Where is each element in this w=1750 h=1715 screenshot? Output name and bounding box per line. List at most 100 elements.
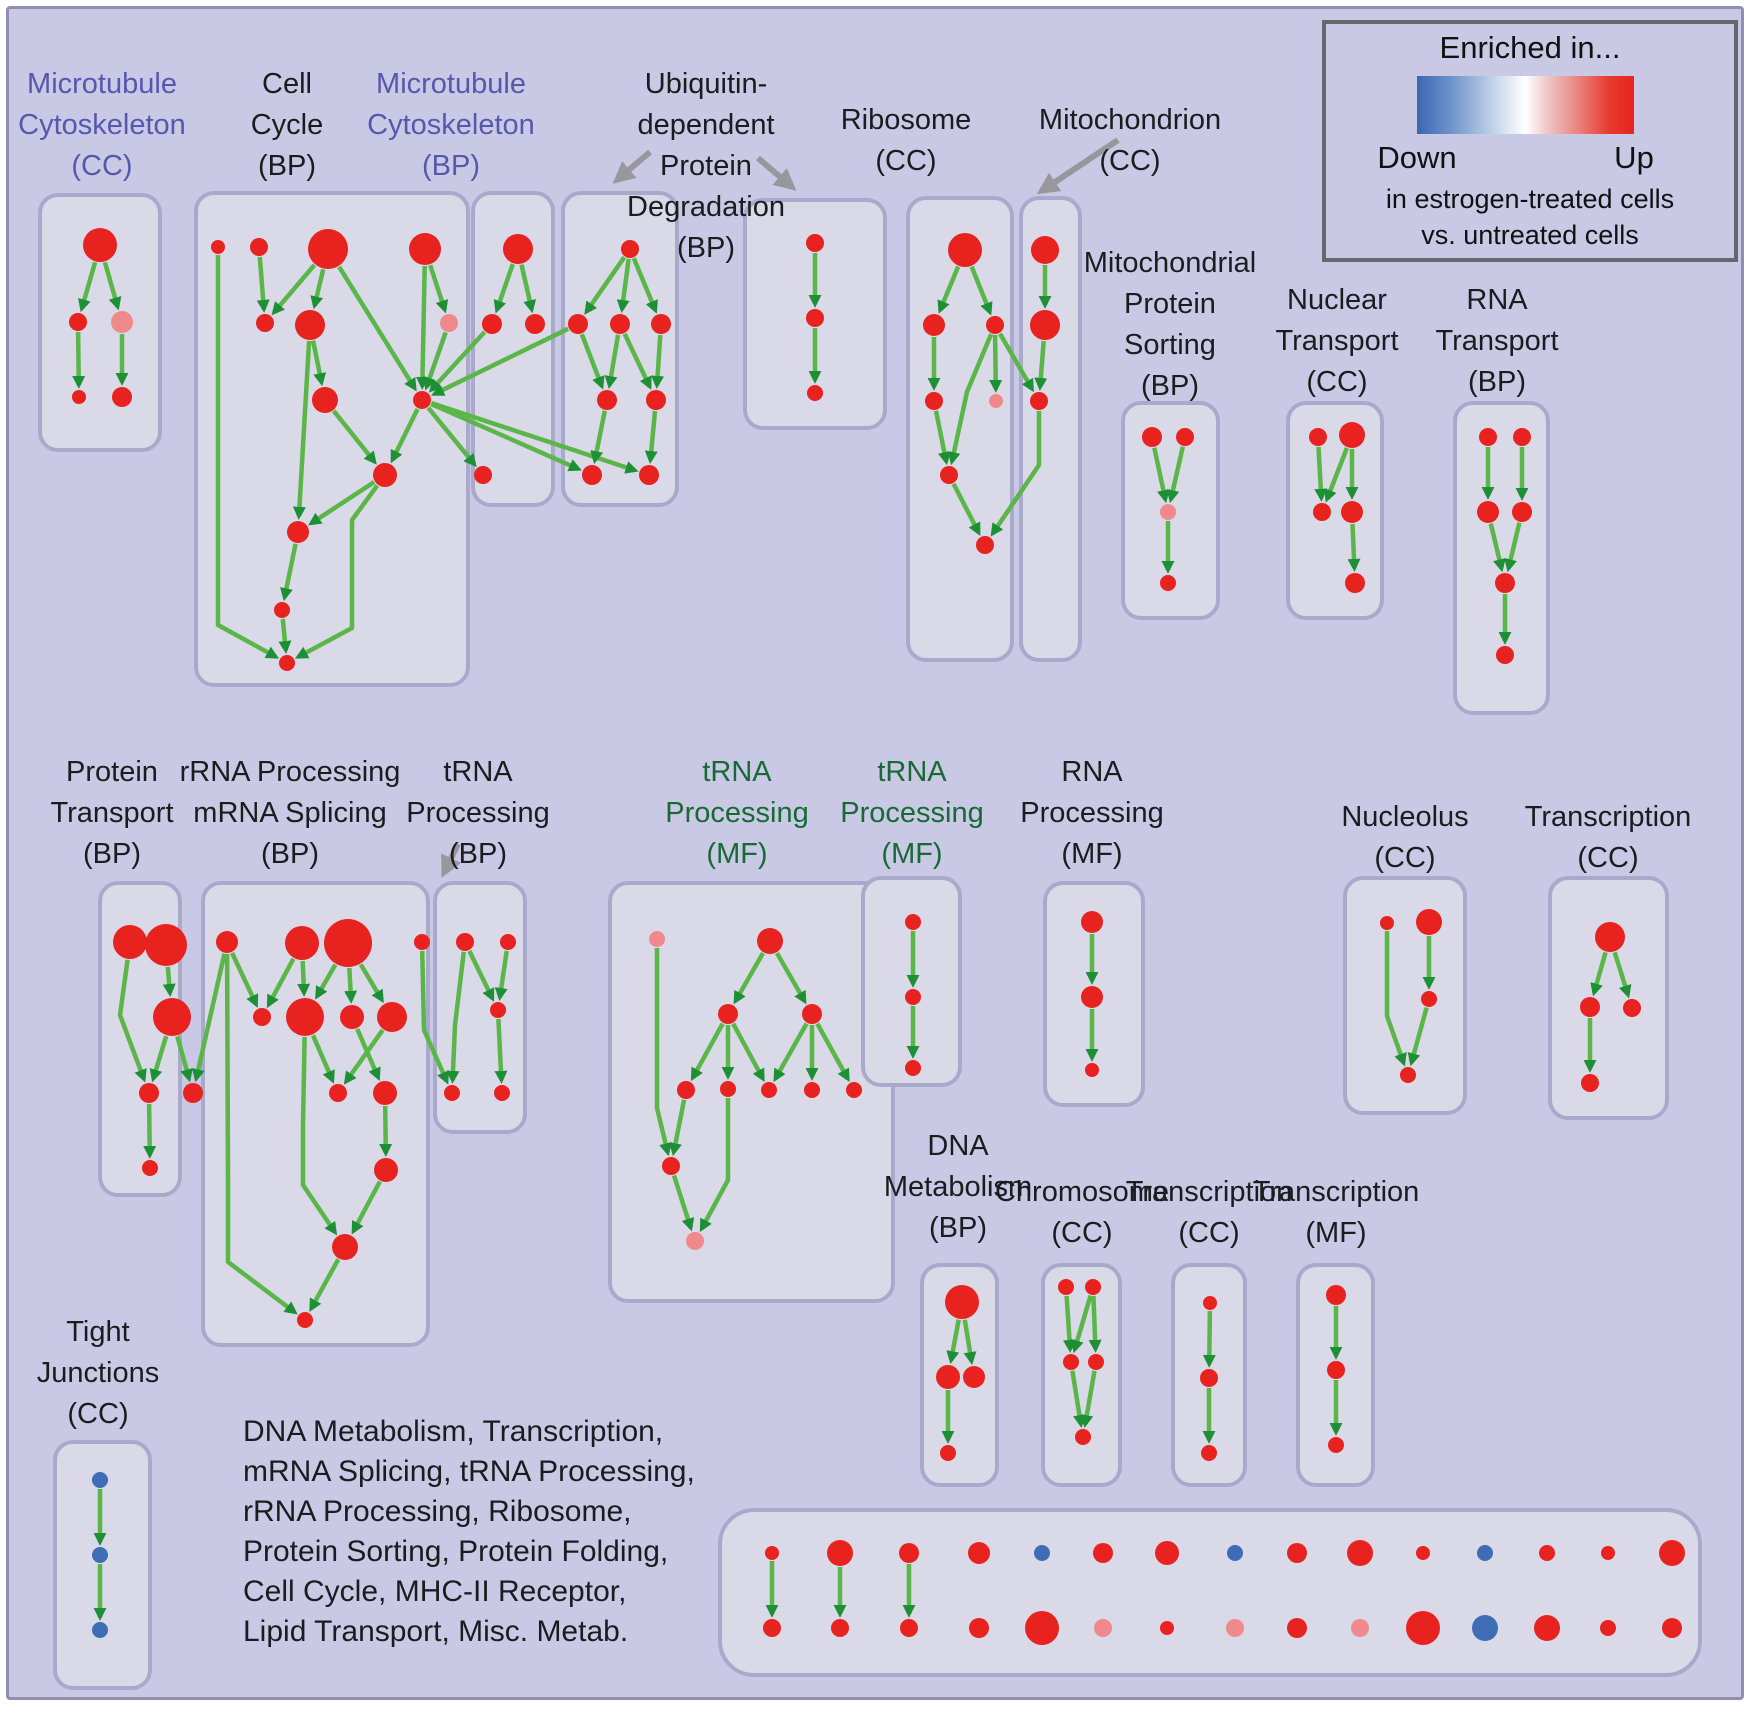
go-node-b10b — [1351, 1619, 1369, 1637]
go-node-mtcc2 — [69, 313, 87, 331]
edge-ccF-ccK — [292, 340, 312, 520]
edge-tr1-tr3 — [467, 950, 495, 1002]
edge-tr1-tr4 — [446, 951, 467, 1084]
go-node-ccA — [211, 240, 225, 254]
go-node-pt4 — [139, 1083, 159, 1103]
edge-ubB1-ubB2 — [584, 255, 627, 315]
go-node-tj2 — [92, 1547, 108, 1563]
go-node-rt5 — [1495, 573, 1515, 593]
go-node-tr3 — [490, 1002, 506, 1018]
edge-rib3-rib5 — [989, 334, 1003, 393]
edge-ccD-ccG — [428, 264, 449, 314]
edge-pt4-pt6 — [143, 1103, 157, 1159]
go-node-ubB2 — [568, 314, 588, 334]
edge-rr2-rr5 — [266, 957, 296, 1009]
label-ribosome-cc: Ribosome (CC) — [840, 104, 972, 177]
go-node-rt6 — [1496, 646, 1514, 664]
go-node-tcc3 — [1201, 1445, 1217, 1461]
go-node-b7t — [1155, 1541, 1179, 1565]
go-node-tr5 — [494, 1085, 510, 1101]
go-node-chr5 — [1075, 1429, 1091, 1445]
go-node-tm6 — [720, 1081, 736, 1097]
edge-rr2-rr6 — [297, 960, 311, 997]
edge-rib6-rib7 — [951, 482, 981, 536]
edge-chr1-chr3 — [1063, 1295, 1076, 1353]
go-node-dm2 — [936, 1365, 960, 1389]
go-node-tmf2 — [1327, 1361, 1345, 1379]
edge-ubB5-ubB7 — [590, 410, 608, 465]
edge-dm1-dm2 — [946, 1319, 961, 1365]
label-dna-metabolism-bp: DNA Metabolism (BP) — [883, 1130, 1033, 1244]
edge-ccK-ccL — [280, 543, 298, 602]
edge-ubB3-ubB5 — [604, 334, 621, 390]
edge-ubB1-ubB3 — [616, 258, 631, 313]
edge-ccB-ccE — [256, 256, 270, 313]
edge-tr2-tr3 — [494, 950, 509, 1001]
go-node-ccL — [274, 602, 290, 618]
edge-tm4-tm7 — [773, 1022, 809, 1083]
label-mitochondrial-protein-sorting-bp: Mitochondrial Protein Sorting (BP) — [1083, 247, 1257, 402]
edge-ubB2-ubB5 — [579, 333, 605, 390]
edge-mito3-rib7 — [990, 411, 1042, 537]
go-node-rr13 — [297, 1312, 313, 1328]
edge-ccI-ubA4 — [426, 406, 477, 468]
go-node-ccF — [295, 310, 325, 340]
label-nucleolus-cc: Nucleolus (CC) — [1341, 801, 1469, 874]
go-node-tm3 — [718, 1004, 738, 1024]
go-node-tc1a — [1595, 922, 1625, 952]
go-node-b13t — [1539, 1545, 1555, 1561]
cluster-box-nuc — [1343, 876, 1467, 1115]
cluster-box-nt — [1286, 401, 1384, 620]
label-chromosome-cc: Chromosome (CC) — [994, 1176, 1170, 1249]
edge-rt4-rt5 — [1504, 522, 1522, 573]
edge-nt4-nt5 — [1347, 523, 1361, 572]
label-rna-transport-bp: RNA Transport (BP) — [1435, 284, 1559, 398]
go-node-mps3 — [1160, 504, 1176, 520]
edge-ccA-ccM — [215, 255, 280, 659]
legend-up-label: Up — [1614, 140, 1654, 175]
go-node-mtcc1 — [83, 228, 117, 262]
edge-rr3-rr7 — [344, 967, 358, 1004]
edge-ccC-ccI — [337, 265, 417, 392]
go-node-rr12 — [332, 1234, 358, 1260]
go-node-ccK — [287, 521, 309, 543]
go-node-tm11 — [686, 1232, 704, 1250]
go-node-mps4 — [1160, 575, 1176, 591]
go-node-ch1 — [806, 234, 824, 252]
go-node-dm1 — [945, 1285, 979, 1319]
misc-categories-note: DNA Metabolism, Transcription, mRNA Spli… — [243, 1415, 695, 1648]
go-node-rr6 — [286, 998, 324, 1036]
go-node-tm9 — [846, 1082, 862, 1098]
go-node-b12t — [1477, 1545, 1493, 1561]
go-node-b2t — [827, 1540, 853, 1566]
go-node-rpm1 — [1081, 911, 1103, 933]
edge-chr4-chr5 — [1080, 1370, 1097, 1429]
label-protein-transport-bp: Protein Transport (BP) — [50, 756, 174, 870]
go-node-nuc2 — [1416, 909, 1442, 935]
go-node-rr10 — [373, 1081, 397, 1105]
go-node-ccG — [440, 314, 458, 332]
go-node-rt1 — [1479, 428, 1497, 446]
edge-tc1a-tc1c — [1612, 951, 1632, 999]
edge-rr4-tr4 — [419, 950, 449, 1085]
go-node-pt3 — [153, 998, 191, 1036]
edge-rr8-rr9 — [343, 1028, 385, 1085]
go-node-ccB — [250, 238, 268, 256]
edge-ubB1-ubB4 — [631, 257, 658, 314]
go-node-tmf1 — [1326, 1285, 1346, 1305]
go-node-ccC — [308, 229, 348, 269]
go-node-mito3 — [1030, 392, 1048, 410]
edge-rr6-rr12 — [300, 1036, 338, 1236]
edge-ccJ-ccM — [294, 484, 380, 659]
go-node-b3b — [900, 1619, 918, 1637]
edge-pt2-pt3 — [162, 966, 176, 997]
go-node-b12b — [1472, 1615, 1498, 1641]
go-node-rib5 — [989, 394, 1003, 408]
go-node-tn2 — [905, 989, 921, 1005]
go-node-nt1 — [1309, 428, 1327, 446]
edge-ccD-ccI — [415, 265, 429, 390]
go-node-ccI — [413, 391, 431, 409]
cluster-box-chr — [1041, 1263, 1122, 1487]
go-node-tc1d — [1581, 1074, 1599, 1092]
edge-rr6-rr9 — [310, 1034, 335, 1084]
